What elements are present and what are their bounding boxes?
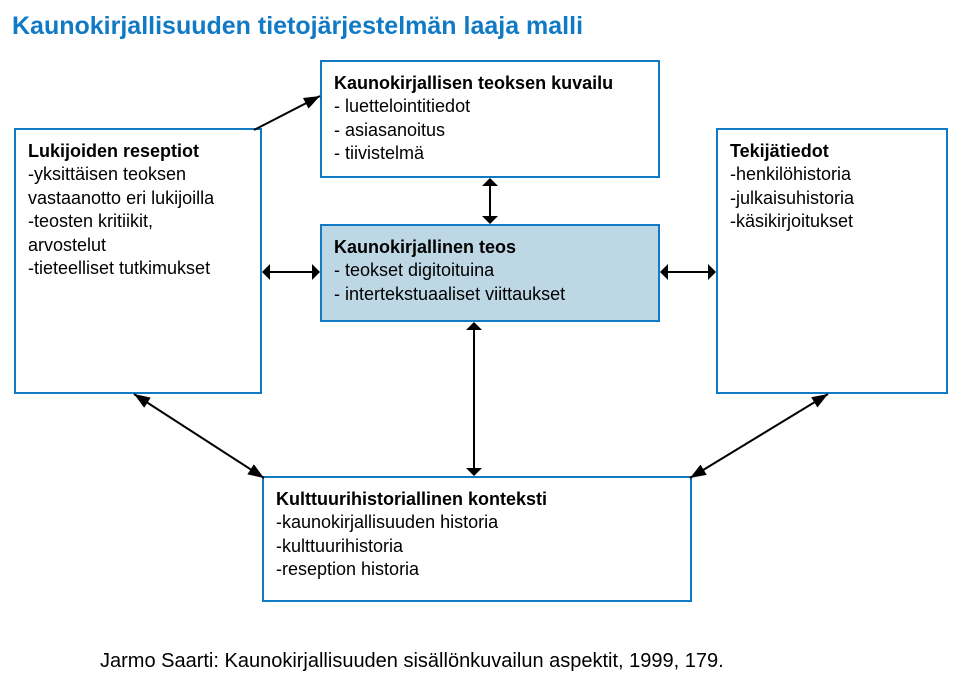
box-line: -käsikirjoitukset	[730, 210, 934, 233]
box-line: -yksittäisen teoksen	[28, 163, 248, 186]
arrow-line	[134, 394, 264, 478]
arrow-head	[708, 264, 716, 280]
box-line: -tieteelliset tutkimukset	[28, 257, 248, 280]
box-line: - intertekstuaaliset viittaukset	[334, 283, 646, 306]
box-line: - luettelointitiedot	[334, 95, 646, 118]
arrow-head	[660, 264, 668, 280]
box-line: Tekijätiedot	[730, 140, 934, 163]
box-line: Lukijoiden reseptiot	[28, 140, 248, 163]
box-reader-receptions: Lukijoiden reseptiot-yksittäisen teoksen…	[14, 128, 262, 394]
box-line: -teosten kritiikit,	[28, 210, 248, 233]
box-literary-work: Kaunokirjallinen teos- teokset digitoitu…	[320, 224, 660, 322]
box-author-info: Tekijätiedot-henkilöhistoria-julkaisuhis…	[716, 128, 948, 394]
arrow-head	[262, 264, 270, 280]
box-line: -julkaisuhistoria	[730, 187, 934, 210]
arrow-line	[489, 186, 491, 216]
box-line: Kaunokirjallinen teos	[334, 236, 646, 259]
box-line: -kulttuurihistoria	[276, 535, 678, 558]
box-line: -henkilöhistoria	[730, 163, 934, 186]
box-line: Kulttuurihistoriallinen konteksti	[276, 488, 678, 511]
box-line: Kaunokirjallisen teoksen kuvailu	[334, 72, 646, 95]
arrow-head	[466, 322, 482, 330]
arrow-line	[690, 394, 828, 478]
arrow-line	[668, 271, 708, 273]
box-line: arvostelut	[28, 234, 248, 257]
arrow-head	[482, 178, 498, 186]
box-work-description: Kaunokirjallisen teoksen kuvailu- luette…	[320, 60, 660, 178]
arrow-line	[270, 271, 312, 273]
box-line: vastaanotto eri lukijoilla	[28, 187, 248, 210]
arrow-line	[473, 330, 475, 468]
arrow-head	[466, 468, 482, 476]
box-line: -kaunokirjallisuuden historia	[276, 511, 678, 534]
box-line: - asiasanoitus	[334, 119, 646, 142]
box-line: - tiivistelmä	[334, 142, 646, 165]
box-line: -reseption historia	[276, 558, 678, 581]
page-title: Kaunokirjallisuuden tietojärjestelmän la…	[12, 12, 583, 41]
arrow-line	[254, 96, 320, 130]
arrow-head	[482, 216, 498, 224]
box-line: - teokset digitoituina	[334, 259, 646, 282]
citation-footer: Jarmo Saarti: Kaunokirjallisuuden sisäll…	[100, 650, 724, 673]
arrow-head	[312, 264, 320, 280]
box-cultural-context: Kulttuurihistoriallinen konteksti-kaunok…	[262, 476, 692, 602]
